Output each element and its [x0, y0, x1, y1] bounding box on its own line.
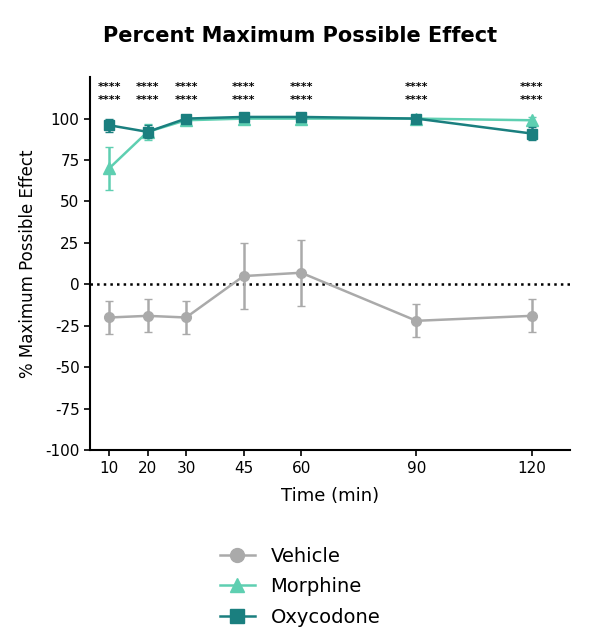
Text: ****: **** [289, 95, 313, 105]
X-axis label: Time (min): Time (min) [281, 487, 379, 505]
Legend: Vehicle, Morphine, Oxycodone: Vehicle, Morphine, Oxycodone [220, 547, 380, 627]
Text: ****: **** [520, 82, 544, 92]
Text: ****: **** [289, 82, 313, 92]
Text: ****: **** [232, 95, 256, 105]
Text: ****: **** [404, 95, 428, 105]
Text: Percent Maximum Possible Effect: Percent Maximum Possible Effect [103, 26, 497, 46]
Text: ****: **** [520, 95, 544, 105]
Text: ****: **** [97, 82, 121, 92]
Text: ****: **** [174, 95, 198, 105]
Y-axis label: % Maximum Possible Effect: % Maximum Possible Effect [19, 149, 37, 378]
Text: ****: **** [174, 82, 198, 92]
Text: ****: **** [404, 82, 428, 92]
Text: ****: **** [232, 82, 256, 92]
Text: ****: **** [136, 82, 160, 92]
Text: ****: **** [136, 95, 160, 105]
Text: ****: **** [97, 95, 121, 105]
